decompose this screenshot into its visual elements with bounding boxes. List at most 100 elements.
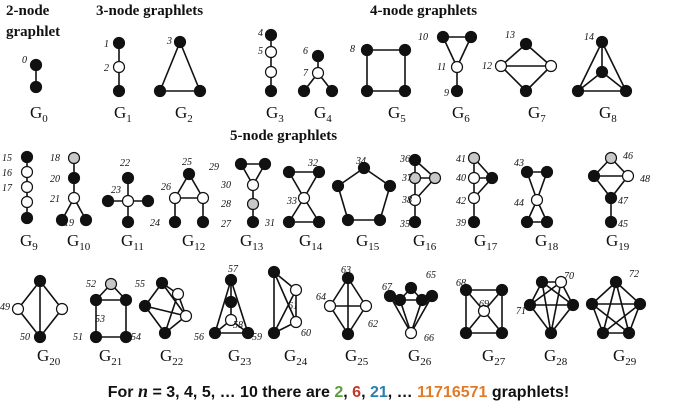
orbit-label: 47 <box>618 196 629 207</box>
node-g18-2 <box>530 193 544 207</box>
node-g4-1 <box>311 66 325 80</box>
node-g24-1 <box>289 283 303 297</box>
node-g6-3 <box>450 84 464 98</box>
node-g29-4 <box>622 326 636 340</box>
node-g6-2 <box>450 60 464 74</box>
orbit-label: 61 <box>288 301 298 312</box>
count-4-node: 6 <box>352 384 362 401</box>
graphlet-label: G21 <box>99 346 122 368</box>
header-5-node: 5-node graphlets <box>230 128 337 144</box>
orbit-label: 24 <box>150 218 160 229</box>
node-g22-2 <box>179 309 193 323</box>
edge-g28 <box>529 281 562 306</box>
orbit-label: 49 <box>0 302 10 313</box>
graphlet-label: G1 <box>114 103 132 125</box>
node-g8-3 <box>619 84 633 98</box>
graphlet-label: G13 <box>240 231 264 253</box>
edge-g24 <box>273 289 297 334</box>
node-g12-1 <box>168 191 182 205</box>
node-g18-4 <box>540 215 554 229</box>
node-g29-3 <box>596 326 610 340</box>
node-g18-0 <box>520 165 534 179</box>
orbit-label: 52 <box>86 279 96 290</box>
orbit-label: 5 <box>258 46 263 57</box>
orbit-label: 9 <box>444 88 449 99</box>
node-g14-0 <box>282 165 296 179</box>
node-g23-2 <box>241 326 255 340</box>
node-g12-0 <box>182 167 196 181</box>
edge-g8 <box>577 41 603 92</box>
orbit-label: 44 <box>514 198 524 209</box>
graphlet-label: G27 <box>482 346 506 368</box>
orbit-label: 31 <box>264 218 275 229</box>
node-g27-3 <box>495 326 509 340</box>
orbit-label: 2 <box>104 63 109 74</box>
node-g7-2 <box>544 59 558 73</box>
orbit-label: 3 <box>166 36 172 47</box>
node-g26-0 <box>404 281 418 295</box>
edge-g26 <box>389 295 412 334</box>
edge-g8 <box>601 41 627 92</box>
node-g13-1 <box>258 157 272 171</box>
node-g3-2 <box>264 65 278 79</box>
node-g5-0 <box>360 43 374 57</box>
node-g14-2 <box>297 191 311 205</box>
node-g14-3 <box>282 215 296 229</box>
edge-g29 <box>615 281 630 334</box>
node-g17-4 <box>467 215 481 229</box>
node-g4-0 <box>311 49 325 63</box>
graphlet-label: G23 <box>228 346 252 368</box>
orbit-label: 12 <box>482 61 492 72</box>
node-g13-0 <box>234 157 248 171</box>
node-g20-0 <box>33 274 47 288</box>
node-g24-3 <box>267 326 281 340</box>
node-g29-0 <box>609 275 623 289</box>
orbit-label: 62 <box>368 319 378 330</box>
graphlet-label: G7 <box>528 103 546 125</box>
header-2-node-line1: 2-node <box>6 3 50 19</box>
node-g28-3 <box>566 298 580 312</box>
node-g2-1 <box>153 84 167 98</box>
graphlet-label: G3 <box>266 103 284 125</box>
orbit-label: 6 <box>303 46 308 57</box>
orbit-label: 48 <box>640 174 650 185</box>
node-g28-4 <box>544 326 558 340</box>
orbit-label: 10 <box>418 32 428 43</box>
node-g10-0 <box>67 151 81 165</box>
orbit-label: 57 <box>228 264 239 275</box>
orbit-label: 63 <box>341 265 351 276</box>
orbit-label: 20 <box>50 174 60 185</box>
node-g7-3 <box>519 84 533 98</box>
header-4-node: 4-node graphlets <box>370 3 477 19</box>
footer-prefix: For <box>107 384 134 401</box>
node-g23-4 <box>224 313 238 327</box>
node-g27-1 <box>495 283 509 297</box>
node-g27-4 <box>477 304 491 318</box>
node-g9-3 <box>20 195 34 209</box>
orbit-label: 13 <box>505 30 515 41</box>
node-g9-2 <box>20 180 34 194</box>
node-g3-1 <box>264 45 278 59</box>
orbit-label: 53 <box>95 314 105 325</box>
node-g5-2 <box>398 84 412 98</box>
node-g16-0 <box>408 153 422 167</box>
orbit-label: 32 <box>307 158 318 169</box>
graphlet-label: G25 <box>345 346 369 368</box>
orbit-label: 46 <box>623 151 633 162</box>
node-g0-1 <box>29 80 43 94</box>
node-g21-1 <box>89 293 103 307</box>
node-g25-3 <box>341 327 355 341</box>
node-g16-4 <box>408 215 422 229</box>
node-g27-2 <box>459 326 473 340</box>
node-g23-3 <box>224 295 238 309</box>
graphlet-label: G0 <box>30 103 48 125</box>
orbit-label: 59 <box>252 332 262 343</box>
node-g4-3 <box>325 84 339 98</box>
node-g15-3 <box>341 213 355 227</box>
orbit-label: 17 <box>2 183 13 194</box>
node-g1-1 <box>112 60 126 74</box>
edge-g23 <box>214 279 232 334</box>
node-g19-0 <box>604 151 618 165</box>
node-g2-0 <box>173 35 187 49</box>
